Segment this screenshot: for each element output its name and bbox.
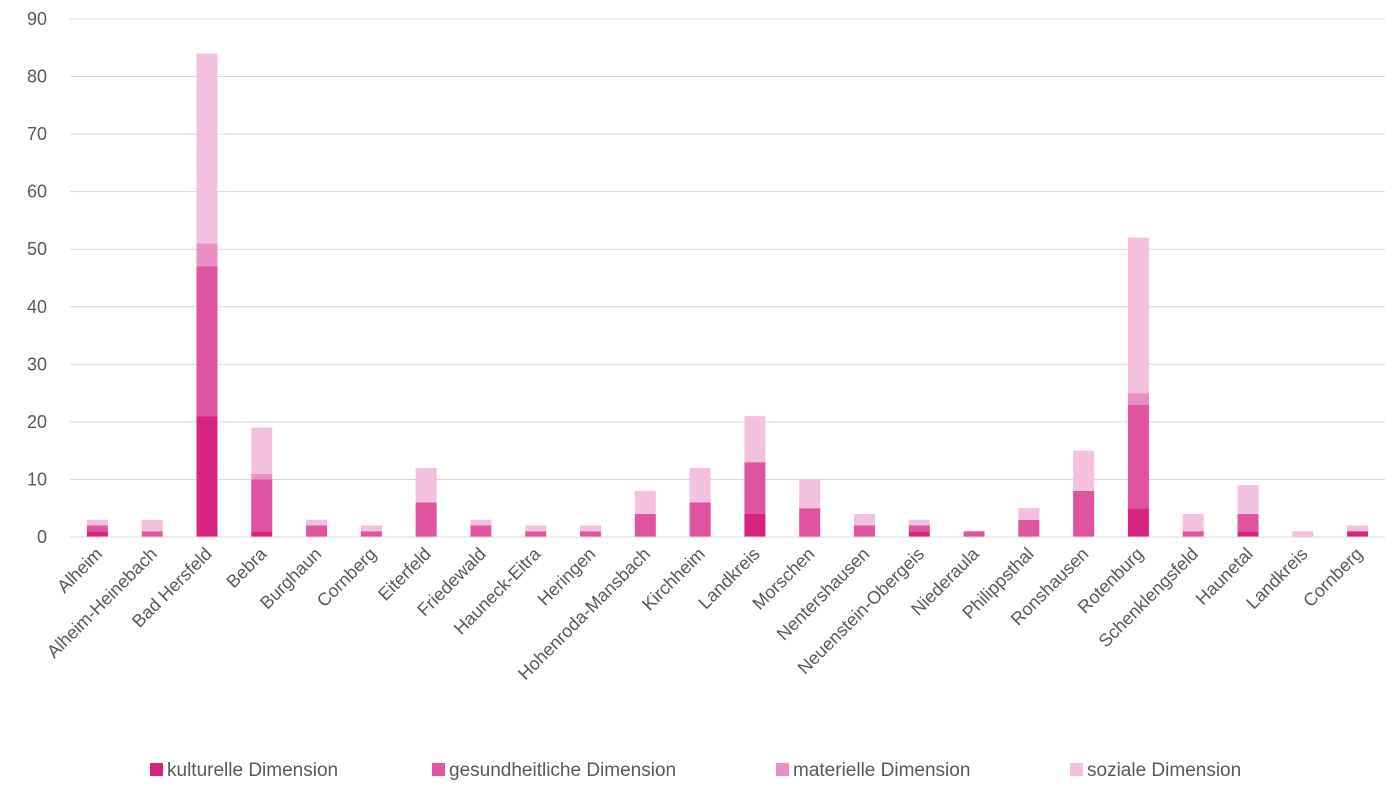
x-tick-label: Cornberg [1299, 544, 1366, 611]
bar-segment [525, 531, 547, 537]
bar-segment [525, 525, 547, 532]
bar-segment [853, 525, 875, 537]
x-tick-label: Schenklengsfeld [1095, 544, 1203, 652]
bar-segment [470, 519, 492, 526]
legend-swatch [776, 763, 789, 776]
y-tick-label: 0 [37, 527, 47, 547]
y-tick-label: 80 [27, 67, 47, 87]
bar-segment [196, 416, 218, 537]
bar-segment [141, 531, 163, 537]
bar-segment [1073, 490, 1095, 537]
legend-label: gesundheitliche Dimension [449, 760, 676, 781]
y-tick-label: 30 [27, 354, 47, 374]
legend: kulturelle Dimension gesundheitliche Dime… [150, 760, 1241, 781]
legend-swatch [1070, 763, 1083, 776]
bar-segment [634, 490, 656, 514]
x-tick-label: Bebra [222, 543, 271, 592]
bar-segment [86, 525, 108, 532]
bar-segment [908, 525, 930, 532]
legend-swatch [150, 763, 163, 776]
bar-segment [196, 53, 218, 244]
bar-segment [1127, 237, 1149, 394]
bar-segment [141, 519, 163, 532]
bar-segment [251, 427, 273, 474]
bar-segment [744, 513, 766, 537]
bar-segment [744, 416, 766, 463]
y-axis-ticks: 0 10 20 30 40 50 60 70 80 90 [27, 9, 47, 547]
bar-segment [580, 531, 602, 537]
legend-label: soziale Dimension [1087, 760, 1241, 781]
bar-segment [908, 519, 930, 526]
bar-segment [306, 519, 328, 526]
bar-segment [251, 473, 273, 480]
bar-segment [580, 525, 602, 532]
bar-segment [470, 525, 492, 537]
bar-segment [689, 502, 711, 537]
bar-segment [1127, 404, 1149, 509]
bar-segment [360, 525, 382, 532]
bar-segment [360, 531, 382, 537]
bar-segment [1182, 531, 1204, 537]
gridlines [70, 18, 1385, 480]
bar-segment [689, 467, 711, 503]
bar-segment [1182, 513, 1204, 532]
bar-segment [744, 462, 766, 514]
bar-segment [1018, 519, 1040, 537]
bar-segment [1237, 531, 1259, 537]
y-tick-label: 60 [27, 182, 47, 202]
bar-segment [1237, 513, 1259, 532]
y-tick-label: 90 [27, 9, 47, 29]
x-tick-label: Cornberg [313, 544, 380, 611]
y-tick-label: 20 [27, 412, 47, 432]
x-tick-label: Nentershausen [773, 544, 873, 644]
y-tick-label: 40 [27, 297, 47, 317]
y-tick-label: 50 [27, 239, 47, 259]
bar-segment [1127, 393, 1149, 405]
bar-segment [634, 513, 656, 537]
legend-label: materielle Dimension [793, 760, 970, 781]
legend-label: kulturelle Dimension [167, 760, 338, 781]
y-tick-label: 70 [27, 124, 47, 144]
bar-segment [799, 508, 821, 537]
bar-segment [1237, 485, 1259, 514]
bar-segment [963, 531, 985, 537]
bar-segment [251, 479, 273, 532]
bar-segment [1292, 531, 1314, 537]
bar-segment [1347, 525, 1369, 532]
bar-segment [86, 531, 108, 537]
bar-segment [1347, 531, 1369, 537]
bar-segment [908, 531, 930, 537]
x-tick-label: Alheim [53, 544, 106, 597]
bar-segment [196, 243, 218, 267]
bar-segment [1127, 508, 1149, 537]
bar-segment [799, 479, 821, 509]
legend-swatch [432, 763, 445, 776]
bar-segment [1018, 508, 1040, 520]
bar-segment [306, 525, 328, 537]
bar-segment [415, 467, 437, 503]
bar-segment [251, 531, 273, 537]
bar-segment [196, 266, 218, 417]
y-tick-label: 10 [27, 469, 47, 489]
bar-segment [1073, 450, 1095, 491]
bars [86, 53, 1369, 537]
bar-segment [853, 513, 875, 526]
bar-segment [415, 502, 437, 537]
bar-segment [86, 519, 108, 526]
